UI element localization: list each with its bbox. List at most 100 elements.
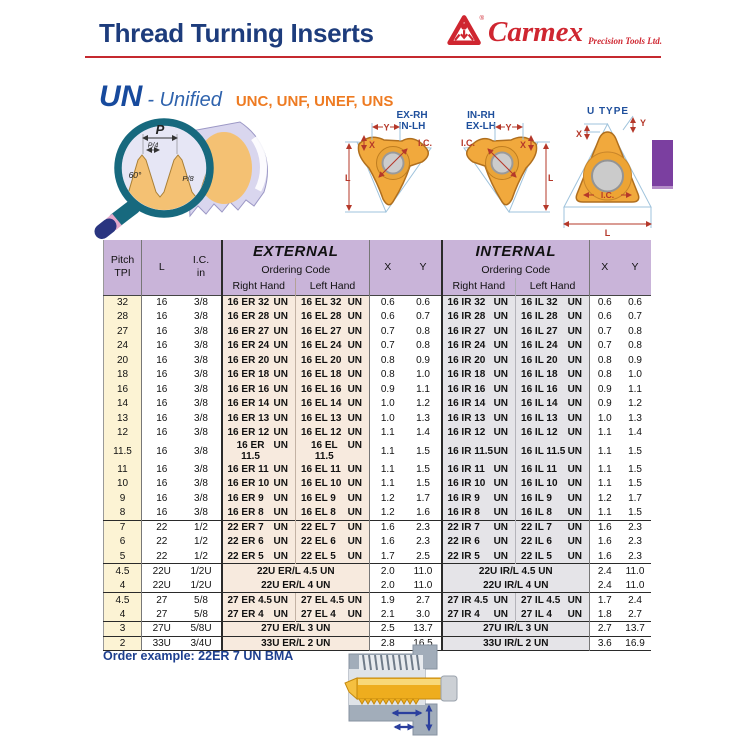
external-x-cell: 1.1 (369, 425, 406, 440)
col-header-left-hand-external: Left Hand (294, 278, 370, 295)
col-header-pitch: Pitch TPI (103, 240, 142, 295)
internal-right-hand-cell: 16 IR 11.5 UN (440, 440, 516, 462)
external-right-hand-cell: 16 ER 9 UN (221, 491, 296, 506)
external-right-hand-cell: 22 ER 7 UN (221, 519, 296, 535)
ic-cell: 3/8 (181, 338, 223, 353)
table-row: 16 16 3/8 16 ER 16 UN 16 EL 16 UN 0.9 1.1 16 IR 1… (103, 382, 651, 397)
diagram-title-line2: IN-LH (399, 121, 426, 132)
external-x-cell: 1.6 (369, 534, 406, 549)
internal-code-cell: 33U IR/L 2 UN (440, 635, 590, 651)
external-right-hand-cell: 16 ER 24 UN (221, 338, 296, 353)
table-row: 6 22 1/2 22 ER 6 UN 22 EL 6 UN 1.6 2.3 22 IR 6 UN 2… (103, 534, 651, 549)
table-row: 20 16 3/8 16 ER 20 UN 16 EL 20 UN 0.8 0.9 16 IR 2… (103, 353, 651, 368)
carmex-triangle-icon: ® (447, 14, 484, 46)
pitch-cell: 20 (103, 353, 142, 368)
table-row: 2 33U 3/4U 33U ER/L 2 UN 2.8 16.5 33U IR/L 2 U… (103, 635, 651, 651)
external-x-cell: 2.1 (369, 607, 406, 622)
external-x-cell: 0.8 (369, 367, 406, 382)
external-y-cell: 1.5 (416, 445, 430, 457)
dim-l-label: L (548, 173, 553, 183)
internal-y-cell: 0.8 (628, 325, 642, 337)
internal-right-hand-cell: 16 IR 27 UN (440, 324, 516, 339)
table-row: 14 16 3/8 16 ER 14 UN 16 EL 14 UN 1.0 1.2 16 IR 1… (103, 396, 651, 411)
external-right-hand-cell: 22 ER 6 UN (221, 534, 296, 549)
diagram-title-line2: EX-LH (466, 121, 496, 132)
ic-cell: 5/8U (181, 621, 223, 636)
external-x-cell: 0.7 (369, 338, 406, 353)
internal-threading-illustration (344, 644, 458, 736)
external-y-cell: 0.9 (416, 354, 430, 366)
length-cell: 22U (152, 579, 171, 591)
external-right-hand-cell: 27 ER 4 UN (221, 607, 296, 622)
internal-x-cell: 1.0 (589, 411, 620, 426)
dim-l-label: L (605, 228, 611, 238)
internal-x-cell: 2.7 (589, 621, 620, 636)
pitch-cell: 27 (103, 324, 142, 339)
insert-in-rh-diagram: IN-RH EX-LH Y X L I.C. (461, 110, 553, 214)
ic-cell: 3/4U (181, 635, 223, 651)
section-header-internal: INTERNAL (440, 240, 590, 262)
external-right-hand-cell: 16 ER 14 UN (221, 396, 296, 411)
ic-cell: 5/8 (181, 607, 223, 622)
internal-right-hand-cell: 16 IR 10 UN (440, 476, 516, 491)
table-row: 4 22U 1/2U 22U ER/L 4 UN 2.0 11.0 22U IR/L 4 U… (103, 578, 651, 593)
external-y-cell: 1.3 (416, 412, 430, 424)
external-x-cell: 1.2 (369, 505, 406, 520)
length-cell: 16 (156, 325, 168, 337)
external-left-hand-cell: 16 EL 20 UN (294, 353, 370, 368)
pitch-cell: 2 (103, 635, 142, 651)
external-x-cell: 0.6 (369, 309, 406, 324)
ic-cell: 1/2U (181, 578, 223, 593)
registered-mark: ® (479, 14, 484, 22)
external-x-cell: 0.7 (369, 324, 406, 339)
table-row: 8 16 3/8 16 ER 8 UN 16 EL 8 UN 1.2 1.6 16 IR 8 UN 1… (103, 505, 651, 520)
pitch-cell: 10 (103, 476, 142, 491)
pitch-cell: 8 (103, 505, 142, 520)
internal-x-cell: 1.1 (589, 476, 620, 491)
external-left-hand-cell: 22 EL 5 UN (294, 549, 370, 564)
external-y-cell: 3.0 (416, 608, 430, 620)
internal-x-cell: 1.6 (589, 549, 620, 564)
page-title: Thread Turning Inserts (99, 18, 374, 48)
internal-left-hand-cell: 16 IL 27 UN (515, 324, 590, 339)
pitch-cell: 4.5 (103, 563, 142, 578)
internal-left-hand-cell: 16 IL 32 UN (515, 294, 590, 310)
internal-y-cell: 0.8 (628, 340, 642, 352)
internal-x-cell: 2.4 (589, 578, 620, 593)
internal-left-hand-cell: 16 IL 8 UN (515, 505, 590, 520)
dim-p-label: P (156, 122, 165, 137)
col-header-l: L (141, 240, 182, 295)
internal-left-hand-cell: 27 IL 4.5 UN (515, 592, 590, 607)
length-cell: 16 (156, 369, 168, 381)
length-cell: 22U (141, 563, 182, 578)
external-x-cell: 0.6 (369, 294, 406, 310)
dim-angle-label: 60° (129, 170, 142, 180)
ic-cell: 1/2 (181, 549, 223, 564)
length-cell: 16 (156, 412, 168, 424)
external-y-cell: 1.0 (416, 369, 430, 381)
external-right-hand-cell: 16 ER 13 UN (221, 411, 296, 426)
external-x-cell: 1.1 (369, 462, 406, 477)
internal-left-hand-cell: 16 IL 20 UN (515, 353, 590, 368)
ic-cell: 1/2 (181, 519, 223, 535)
external-left-hand-cell: 16 EL 24 UN (294, 338, 370, 353)
col-header-y-external: Y (405, 240, 442, 295)
table-body: 32 16 3/8 16 ER 32 UN 16 EL 32 UN 0.6 0.6 16 IR 3… (103, 294, 651, 651)
pitch-cell: 32 (103, 294, 142, 310)
external-right-hand-cell: 16 ER 20 UN (221, 353, 296, 368)
external-left-hand-cell: 16 EL 13 UN (294, 411, 370, 426)
internal-right-hand-cell: 16 IR 12 UN (440, 425, 516, 440)
external-left-hand-cell: 16 EL 11.5 UN (294, 440, 370, 462)
series-name: - Unified (147, 89, 222, 111)
external-x-cell: 2.8 (369, 635, 406, 651)
external-y-cell: 1.4 (416, 427, 430, 439)
external-right-hand-cell: 16 ER 10 UN (221, 476, 296, 491)
external-code-cell: 22U ER/L 4 UN (221, 578, 370, 593)
external-y-cell: 11.0 (413, 579, 433, 591)
external-code-cell: 33U ER/L 2 UN (221, 635, 370, 651)
ic-cell: 1/2U (181, 563, 223, 578)
external-left-hand-cell: 27 EL 4.5 UN (294, 592, 370, 607)
col-header-left-hand-internal: Left Hand (515, 278, 590, 295)
external-y-cell: 1.5 (416, 478, 430, 490)
length-cell: 16 (156, 340, 168, 352)
